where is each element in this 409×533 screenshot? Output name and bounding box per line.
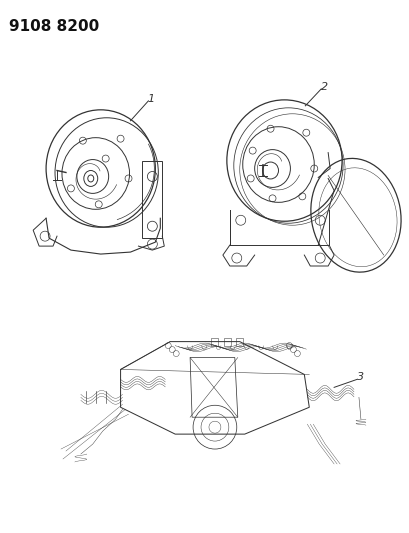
- Bar: [223, 337, 230, 345]
- Text: 3: 3: [357, 373, 364, 382]
- Text: 1: 1: [147, 94, 155, 104]
- Text: 9108 8200: 9108 8200: [9, 19, 99, 34]
- Text: 2: 2: [320, 82, 327, 92]
- Bar: [235, 337, 242, 345]
- Bar: [211, 337, 217, 345]
